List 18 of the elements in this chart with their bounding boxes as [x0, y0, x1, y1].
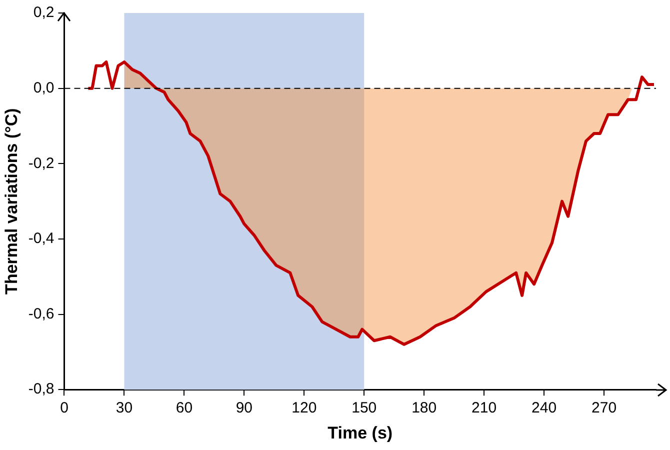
- x-tick-label: 60: [176, 400, 193, 417]
- x-tick-label: 150: [352, 400, 377, 417]
- x-tick-label: 240: [532, 400, 557, 417]
- y-tick-label: -0,6: [28, 305, 54, 322]
- y-tick-label: -0,2: [28, 154, 54, 172]
- y-tick-label: 0,2: [33, 4, 54, 22]
- x-tick-label: 270: [592, 400, 617, 417]
- x-tick-label: 120: [292, 400, 317, 417]
- y-tick-label: -0,8: [28, 380, 54, 398]
- y-tick-label: -0,4: [28, 230, 54, 248]
- x-tick-label: 210: [472, 400, 497, 417]
- x-tick-label: 90: [236, 400, 253, 417]
- y-axis-title: Thermal variations (°C): [2, 108, 21, 294]
- x-tick-label: 0: [60, 400, 68, 417]
- x-tick-label: 180: [412, 400, 437, 417]
- x-tick-label: 30: [116, 400, 133, 417]
- y-tick-label: 0,0: [33, 79, 54, 96]
- x-axis-title: Time (s): [328, 423, 393, 442]
